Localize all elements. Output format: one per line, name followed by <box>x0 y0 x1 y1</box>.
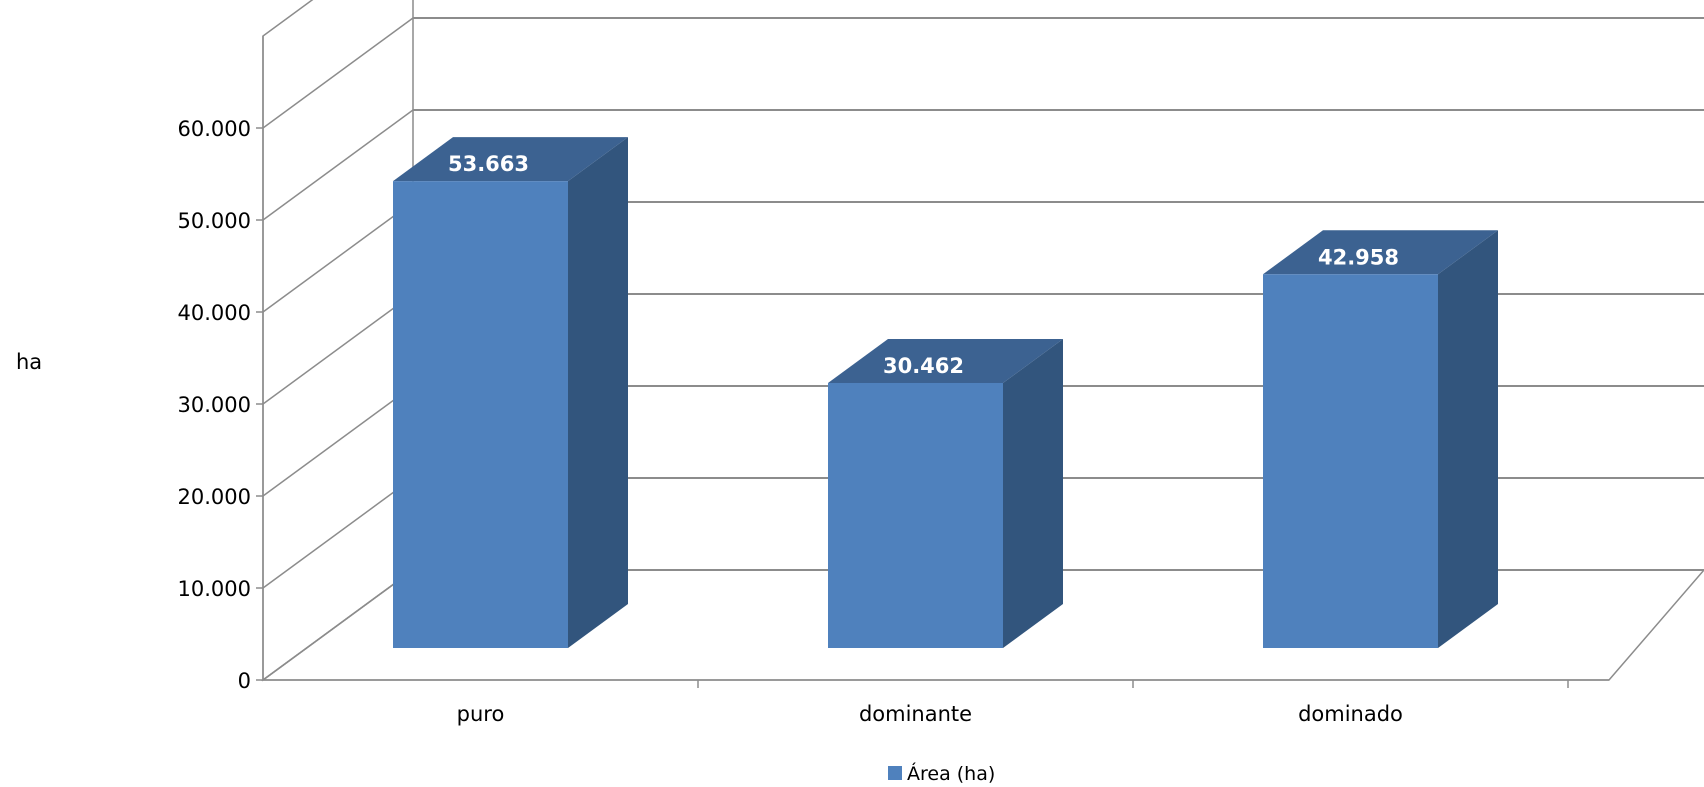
legend-swatch <box>888 766 902 780</box>
legend: Área (ha) <box>888 762 995 785</box>
data-label: 42.958 <box>1318 245 1399 269</box>
gridline-side <box>262 477 414 589</box>
bars: 53.663 30.462 42.958 <box>393 137 1498 649</box>
axes: 0 10.000 20.000 30.000 40.000 50.000 60.000 pur… <box>178 36 1609 726</box>
bar-top <box>828 338 1063 383</box>
x-tick-label: puro <box>457 702 505 726</box>
bar-top <box>1263 230 1498 275</box>
y-tick-label: 60.000 <box>178 117 251 141</box>
data-label: 53.663 <box>448 152 529 176</box>
y-tick-label: 50.000 <box>178 209 251 233</box>
y-tick-label: 10.000 <box>178 577 251 601</box>
gridline-side <box>262 109 414 221</box>
gridline-side <box>262 569 414 681</box>
side-wall <box>262 0 414 682</box>
legend-label: Área (ha) <box>907 762 995 785</box>
y-tick-label: 0 <box>238 669 251 693</box>
data-label: 30.462 <box>883 354 964 378</box>
bar-side <box>1438 230 1498 649</box>
gridline-side <box>262 17 414 129</box>
bar <box>393 181 568 648</box>
gridline-side <box>262 385 414 497</box>
gridline-side <box>262 201 414 313</box>
bar-side <box>1003 338 1063 648</box>
x-tick-label: dominado <box>1298 702 1403 726</box>
bar-top <box>393 137 628 182</box>
bar-side <box>568 137 628 648</box>
gridline-side <box>262 293 414 405</box>
bar <box>828 382 1003 648</box>
bar <box>1263 274 1438 648</box>
y-axis-title: ha <box>16 350 42 374</box>
y-tick-label: 40.000 <box>178 301 251 325</box>
x-tick-label: dominante <box>859 702 972 726</box>
y-tick-label: 20.000 <box>178 485 251 509</box>
y-tick-label: 30.000 <box>178 393 251 417</box>
